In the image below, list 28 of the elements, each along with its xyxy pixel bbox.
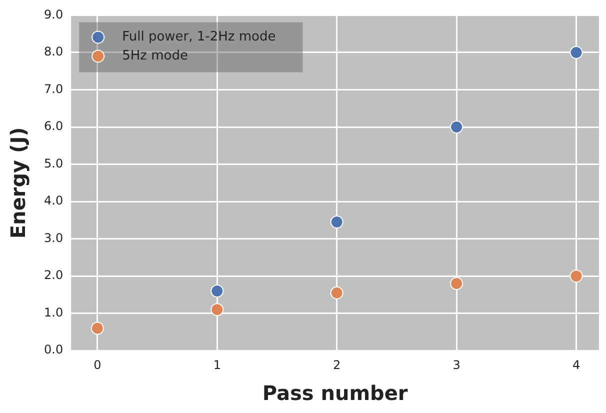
point [450, 120, 464, 134]
y-tick-label: 0.0 [44, 342, 64, 357]
point [450, 277, 464, 290]
legend-label: Full power, 1-2Hz mode [122, 30, 276, 45]
y-tick-label: 4.0 [44, 194, 64, 208]
point [330, 216, 344, 229]
legend-label: 5Hz mode [122, 48, 188, 64]
point [570, 46, 583, 59]
y-tick-label: 9.0 [44, 7, 64, 22]
y-tick-label: 2.0 [44, 268, 64, 282]
y-tick-label: 7.0 [44, 82, 64, 96]
x-tick-label: 0 [94, 358, 102, 372]
x-tick-label: 2 [333, 358, 341, 372]
point [570, 270, 583, 283]
y-tick-label: 1.0 [44, 305, 64, 320]
x-axis-title: Pass number [262, 381, 408, 406]
x-tick-label: 1 [213, 358, 221, 372]
point [210, 303, 224, 316]
point [210, 284, 224, 298]
x-tick-label: 3 [452, 358, 460, 372]
y-tick-label: 8.0 [44, 44, 64, 59]
point [330, 286, 344, 300]
y-tick-label: 6.0 [44, 119, 64, 134]
x-tick-label: 4 [572, 358, 580, 372]
y-axis-title: Energy (J) [6, 127, 30, 239]
y-tick-label: 3.0 [44, 230, 64, 245]
y-tick-label: 5.0 [44, 156, 64, 170]
point [90, 322, 104, 335]
